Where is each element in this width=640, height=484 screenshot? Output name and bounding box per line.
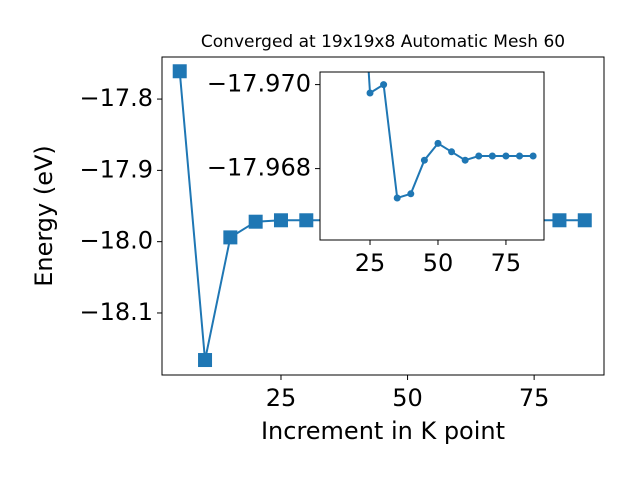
marker	[273, 213, 288, 228]
x-tick-label: 25	[266, 384, 297, 412]
marker	[380, 81, 388, 89]
marker	[393, 194, 401, 202]
marker	[248, 214, 263, 229]
marker	[529, 152, 537, 160]
y-tick-label: −18.0	[79, 227, 153, 255]
chart-title: Converged at 19x19x8 Automatic Mesh 60	[201, 32, 565, 52]
x-tick-label: 75	[491, 249, 522, 277]
axes-frame	[161, 56, 605, 376]
marker	[434, 139, 442, 147]
marker	[420, 156, 428, 164]
marker	[552, 213, 567, 228]
y-tick-label: −17.970	[207, 70, 311, 98]
axes-frame	[319, 71, 545, 241]
y-tick-label: −17.8	[79, 84, 153, 112]
x-tick-label: 50	[392, 384, 423, 412]
marker	[198, 353, 213, 368]
marker	[502, 152, 510, 160]
x-tick-label: 25	[355, 249, 386, 277]
y-tick-label: −17.9	[79, 155, 153, 183]
marker	[223, 230, 238, 245]
plot-area	[366, 72, 537, 202]
y-axis-label: Energy (eV)	[30, 145, 58, 287]
marker	[516, 152, 524, 160]
y-tick-label: −17.968	[207, 154, 311, 182]
marker	[475, 152, 483, 160]
marker	[407, 190, 415, 198]
marker	[172, 64, 187, 79]
y-tick-label: −18.1	[79, 298, 153, 326]
marker	[299, 213, 314, 228]
marker	[448, 148, 456, 156]
marker	[366, 89, 374, 97]
x-tick-label: 75	[519, 384, 550, 412]
marker	[488, 152, 496, 160]
marker	[577, 213, 592, 228]
marker	[461, 156, 469, 164]
x-axis-label: Increment in K point	[261, 417, 505, 445]
x-tick-label: 50	[423, 249, 454, 277]
